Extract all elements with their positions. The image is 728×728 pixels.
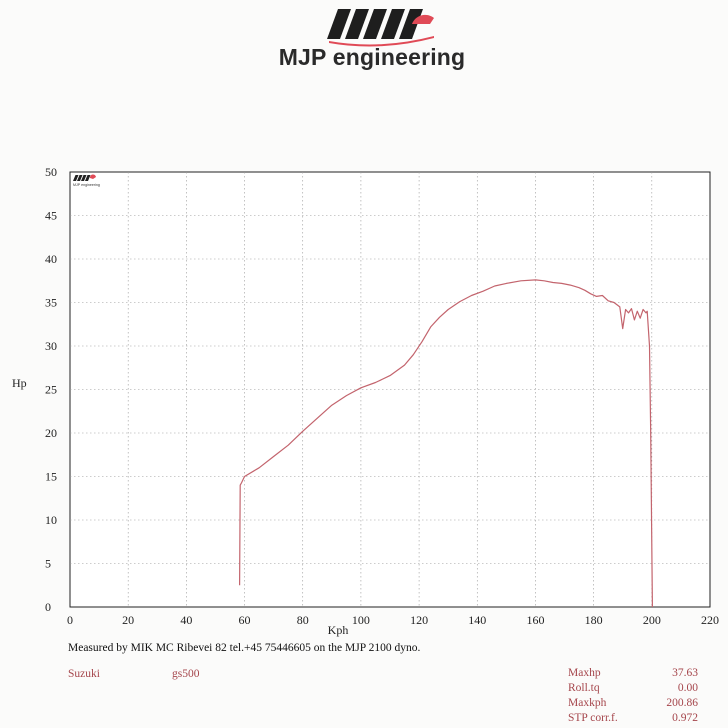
hp-curve xyxy=(239,279,653,608)
y-tick-label: 50 xyxy=(45,165,57,179)
mini-logo-text: MJP engineering xyxy=(73,183,100,187)
logo-stripe xyxy=(327,9,351,39)
y-tick-label: 45 xyxy=(45,209,57,223)
stat-value-roll-tq: 0.00 xyxy=(677,682,698,694)
y-tick-label: 5 xyxy=(45,557,51,571)
logo-stripe xyxy=(381,9,405,39)
x-tick-label: 20 xyxy=(122,613,134,627)
stat-label-maxhp: Maxhp xyxy=(568,667,601,679)
stat-label-roll-tq: Roll.tq xyxy=(568,682,600,694)
y-axis-label: Hp xyxy=(12,376,27,390)
x-tick-label: 60 xyxy=(239,613,251,627)
y-tick-label: 10 xyxy=(45,513,57,527)
stat-value-maxkph: 200.86 xyxy=(666,697,698,709)
y-tick-label: 20 xyxy=(45,426,57,440)
mini-logo-stripe xyxy=(81,175,87,181)
x-tick-label: 180 xyxy=(585,613,603,627)
y-tick-labels: 0 5 10 15 20 25 30 35 40 45 50 xyxy=(45,165,57,614)
vehicle-model: gs500 xyxy=(172,668,200,680)
x-tick-label: 200 xyxy=(643,613,661,627)
brand-title: MJP engineering xyxy=(278,44,466,70)
logo-stripe xyxy=(363,9,387,39)
x-tick-label: 80 xyxy=(297,613,309,627)
y-tick-label: 40 xyxy=(45,252,57,266)
mini-logo-stripe xyxy=(77,175,83,181)
logo-stripe xyxy=(399,9,423,39)
measured-by-note: Measured by MIK MC Ribevei 82 tel.+45 75… xyxy=(68,642,421,654)
y-tick-label: 0 xyxy=(45,600,51,614)
mini-logo: MJP engineering xyxy=(73,174,100,187)
mini-logo-stripe xyxy=(73,175,79,181)
logo-stripe xyxy=(345,9,369,39)
x-axis-label: Kph xyxy=(328,623,349,637)
mini-logo-arc xyxy=(89,174,96,179)
stat-label-stp-corr: STP corr.f. xyxy=(568,712,618,724)
stat-value-stp-corr: 0.972 xyxy=(672,712,698,724)
y-tick-label: 15 xyxy=(45,470,57,484)
vehicle-make: Suzuki xyxy=(68,668,100,680)
y-tick-label: 35 xyxy=(45,296,57,310)
x-tick-label: 140 xyxy=(468,613,486,627)
x-tick-labels: 0 20 40 60 80 100 120 140 160 180 200 220 xyxy=(67,613,719,627)
x-tick-label: 160 xyxy=(526,613,544,627)
grid xyxy=(70,172,710,607)
x-tick-label: 220 xyxy=(701,613,719,627)
mini-logo-stripe xyxy=(85,175,91,181)
logo-stripes xyxy=(327,9,423,39)
logo-accent-arc xyxy=(412,14,434,24)
y-tick-label: 30 xyxy=(45,339,57,353)
x-tick-label: 100 xyxy=(352,613,370,627)
stat-value-maxhp: 37.63 xyxy=(672,667,698,679)
stat-label-maxkph: Maxkph xyxy=(568,697,607,709)
mjp-logo xyxy=(327,9,434,47)
x-tick-label: 120 xyxy=(410,613,428,627)
logo-swoosh xyxy=(329,36,434,47)
x-tick-label: 40 xyxy=(180,613,192,627)
x-tick-label: 0 xyxy=(67,613,73,627)
y-tick-label: 25 xyxy=(45,383,57,397)
